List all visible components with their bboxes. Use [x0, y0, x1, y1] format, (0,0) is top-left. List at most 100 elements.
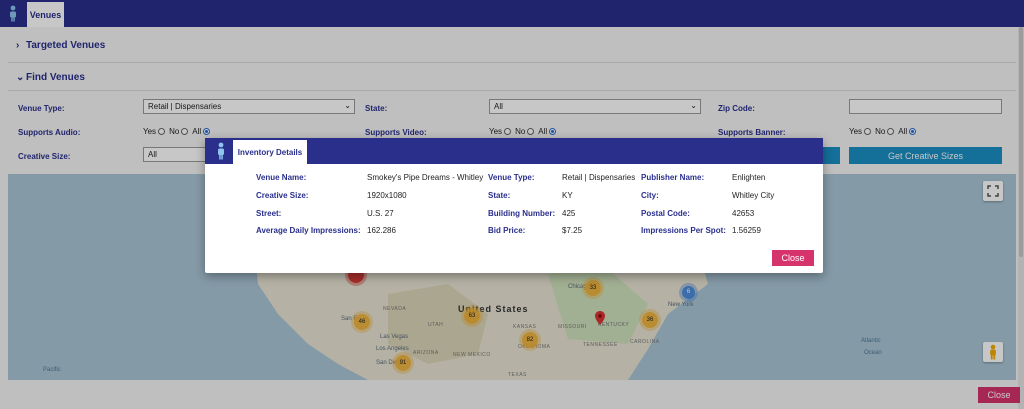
map-cluster-marker[interactable]: 33 [585, 280, 601, 296]
map-cluster-marker[interactable]: 82 [522, 332, 538, 348]
targeted-venues-header[interactable]: › Targeted Venues [16, 40, 105, 51]
app-logo-icon [10, 5, 16, 22]
map-cluster-marker[interactable]: 91 [395, 355, 411, 371]
fullscreen-icon [987, 185, 999, 197]
map-cluster-marker[interactable]: 63 [464, 308, 480, 324]
street-value: U.S. 27 [367, 209, 394, 218]
radio-yes-label: Yes [849, 127, 863, 136]
divider [8, 90, 1016, 91]
street-label: Street: [256, 209, 282, 218]
map-place-label: TEXAS [508, 372, 527, 378]
banner-all-radio[interactable] [909, 128, 917, 135]
video-all-radio[interactable] [549, 128, 557, 135]
radio-no-label: No [515, 127, 526, 136]
venue-type-label: Venue Type: [18, 104, 65, 113]
video-yes-radio[interactable] [504, 128, 512, 135]
map-place-label: New York [668, 302, 694, 308]
map-place-label: NEVADA [383, 306, 407, 312]
video-no-radio[interactable] [527, 128, 535, 135]
supports-audio-radios: Yes No All [143, 127, 212, 136]
supports-audio-label: Supports Audio: [18, 128, 81, 137]
banner-yes-radio[interactable] [864, 128, 872, 135]
modal-title-tab[interactable]: Inventory Details [233, 140, 307, 164]
radio-all-label: All [898, 127, 908, 136]
modal-header: Inventory Details [205, 138, 823, 164]
page-scrollbar[interactable] [1018, 27, 1024, 409]
city-label: City: [641, 191, 659, 200]
map-place-label: TENNESSEE [583, 342, 618, 348]
bid-price-value: $7.25 [562, 226, 583, 235]
state-selected: All [494, 102, 503, 111]
audio-all-radio[interactable] [203, 128, 211, 135]
creative-size-label: Creative Size: [256, 191, 309, 200]
bid-price-label: Bid Price: [488, 226, 526, 235]
map-cluster-marker[interactable]: 36 [642, 312, 658, 328]
postal-code-value: 42653 [732, 209, 755, 218]
city-value: Whitley City [732, 191, 775, 200]
banner-no-radio[interactable] [887, 128, 895, 135]
map-place-label: OKLAHOMA [518, 344, 551, 350]
postal-code-label: Postal Code: [641, 209, 690, 218]
state-label: State: [365, 104, 388, 113]
zip-code-label: Zip Code: [718, 104, 755, 113]
avg-daily-impressions-value: 162.286 [367, 226, 396, 235]
map-place-label: San Diego [376, 360, 405, 366]
map-cluster-marker[interactable]: 6 [682, 286, 695, 299]
map-place-label: San F [341, 316, 358, 322]
zip-code-input[interactable] [849, 99, 1002, 114]
building-number-value: 425 [562, 209, 576, 218]
inventory-details-modal: Inventory Details Venue Name: Smokey's P… [205, 138, 823, 273]
radio-yes-label: Yes [143, 127, 157, 136]
map-place-label: CAROLINA [630, 339, 660, 345]
avg-daily-impressions-label: Average Daily Impressions: [256, 226, 361, 235]
radio-yes-label: Yes [489, 127, 503, 136]
supports-banner-label: Supports Banner: [718, 128, 786, 137]
audio-no-radio[interactable] [181, 128, 189, 135]
map-cluster-marker[interactable]: 46 [354, 314, 370, 330]
map-place-label: KENTUCKY [598, 322, 630, 328]
map-place-label: UTAH [428, 322, 444, 328]
scrollbar-thumb[interactable] [1019, 27, 1023, 257]
venue-type-selected: Retail | Dispensaries [148, 102, 222, 111]
app-logo-icon [218, 142, 224, 160]
map-place-label: MISSOURI [558, 324, 587, 330]
chevron-right-icon: › [16, 40, 20, 51]
map-ocean-label: Ocean [864, 350, 882, 356]
map-place-label: Los Angeles [376, 346, 409, 352]
audio-yes-radio[interactable] [158, 128, 166, 135]
map-ocean-label: Pacific [43, 367, 61, 373]
get-creative-sizes-button[interactable]: Get Creative Sizes [849, 147, 1002, 164]
building-number-label: Building Number: [488, 209, 556, 218]
supports-video-label: Supports Video: [365, 128, 427, 137]
publisher-name-value: Enlighten [732, 173, 766, 182]
street-view-button[interactable] [983, 342, 1003, 362]
chevron-down-icon: ⌄ [344, 101, 351, 110]
venue-name-label: Venue Name: [256, 173, 307, 182]
modal-close-button[interactable]: Close [772, 250, 814, 266]
venue-type-select[interactable]: Retail | Dispensaries ⌄ [143, 99, 355, 114]
state-select[interactable]: All ⌄ [489, 99, 701, 114]
radio-no-label: No [875, 127, 886, 136]
creative-size-selected: All [148, 150, 157, 159]
impressions-per-spot-label: Impressions Per Spot: [641, 226, 726, 235]
map-pin-icon[interactable] [595, 311, 605, 325]
fullscreen-button[interactable] [983, 181, 1003, 201]
tab-venues[interactable]: Venues [27, 2, 64, 27]
map-country-label: United States [458, 304, 529, 314]
find-venues-title: Find Venues [26, 72, 85, 83]
footer-close-button[interactable]: Close [978, 387, 1020, 403]
chevron-down-icon: ⌄ [16, 72, 25, 83]
state-value: KY [562, 191, 573, 200]
targeted-venues-title: Targeted Venues [26, 40, 106, 51]
map-place-label: Chicago [568, 284, 591, 290]
top-nav-bar: Venues [0, 0, 1024, 27]
chevron-down-icon: ⌄ [690, 101, 697, 110]
map-place-label: NEW MEXICO [453, 352, 491, 358]
radio-no-label: No [169, 127, 180, 136]
supports-video-radios: Yes No All [489, 127, 558, 136]
find-venues-header[interactable]: ⌄ Find Venues [16, 72, 85, 83]
impressions-per-spot-value: 1.56259 [732, 226, 761, 235]
supports-banner-radios: Yes No All [849, 127, 918, 136]
map-ocean-label: Atlantic [861, 338, 881, 344]
radio-all-label: All [538, 127, 548, 136]
